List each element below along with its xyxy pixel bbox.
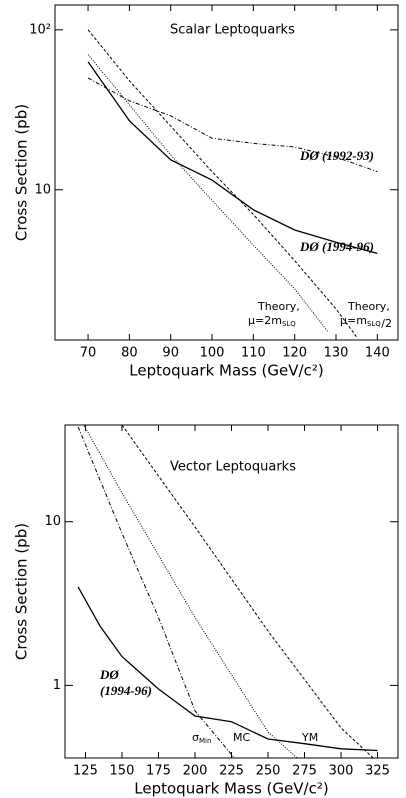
x-tick-label: 100 bbox=[200, 346, 225, 361]
plot-frame bbox=[54, 4, 399, 341]
annotation: DØ (1994-96) bbox=[299, 239, 374, 254]
x-tick-label: 70 bbox=[80, 346, 97, 361]
annotation: μ=2m bbox=[248, 314, 282, 327]
y-tick-label: 1 bbox=[53, 678, 61, 693]
annotation: Theory, bbox=[347, 300, 390, 313]
annotation: DØ bbox=[99, 667, 119, 682]
x-tick-label: 250 bbox=[256, 764, 281, 779]
x-axis-label: Leptoquark Mass (GeV/c²) bbox=[134, 780, 328, 798]
annotation: μ=m bbox=[340, 314, 367, 327]
curve bbox=[83, 425, 298, 758]
curve bbox=[87, 61, 378, 255]
curve bbox=[87, 77, 378, 173]
curve bbox=[77, 586, 378, 752]
x-tick-label: 175 bbox=[146, 764, 171, 779]
x-tick-label: 150 bbox=[110, 764, 135, 779]
x-tick-label: 90 bbox=[162, 346, 179, 361]
annotation: Vector Leptoquarks bbox=[170, 460, 296, 475]
x-tick-label: 120 bbox=[282, 346, 307, 361]
x-tick-label: 80 bbox=[121, 346, 138, 361]
annotation: SLQ bbox=[367, 320, 381, 328]
x-tick-label: 225 bbox=[219, 764, 244, 779]
annotation: MC bbox=[233, 731, 250, 744]
curve bbox=[77, 426, 235, 758]
annotation: Min bbox=[199, 737, 211, 745]
annotation: σ bbox=[192, 731, 199, 744]
x-tick-label: 300 bbox=[329, 764, 354, 779]
annotation: YM bbox=[301, 731, 318, 744]
y-tick-label: 10 bbox=[34, 182, 51, 197]
plot-frame bbox=[64, 424, 399, 759]
x-axis-label: Leptoquark Mass (GeV/c²) bbox=[129, 362, 323, 380]
curve bbox=[121, 425, 374, 758]
annotation: DØ (1992-93) bbox=[299, 148, 374, 163]
y-axis-label: Cross Section (pb) bbox=[13, 523, 31, 660]
curve bbox=[87, 54, 329, 332]
annotation: SLQ bbox=[282, 320, 296, 328]
annotation: (1994-96) bbox=[100, 683, 152, 698]
x-tick-label: 200 bbox=[183, 764, 208, 779]
x-tick-label: 130 bbox=[324, 346, 349, 361]
curve bbox=[87, 29, 358, 338]
x-tick-label: 275 bbox=[292, 764, 317, 779]
annotation: Scalar Leptoquarks bbox=[170, 23, 295, 38]
annotation: /2 bbox=[381, 317, 392, 330]
y-tick-label: 10² bbox=[29, 22, 51, 37]
y-tick-label: 10 bbox=[44, 514, 61, 529]
x-tick-label: 125 bbox=[73, 764, 98, 779]
x-tick-label: 110 bbox=[241, 346, 266, 361]
x-tick-label: 325 bbox=[365, 764, 390, 779]
y-axis-label: Cross Section (pb) bbox=[13, 104, 31, 241]
x-tick-label: 140 bbox=[365, 346, 390, 361]
annotation: Theory, bbox=[257, 300, 300, 313]
